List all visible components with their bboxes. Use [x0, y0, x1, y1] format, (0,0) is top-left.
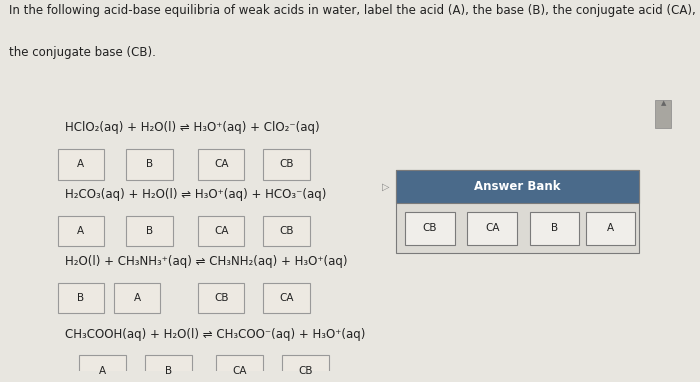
- Text: In the following acid-base equilibria of weak acids in water, label the acid (A): In the following acid-base equilibria of…: [9, 4, 700, 17]
- Text: CA: CA: [279, 293, 294, 303]
- FancyBboxPatch shape: [655, 100, 671, 128]
- Text: ▲: ▲: [661, 100, 666, 106]
- Text: CA: CA: [232, 366, 247, 376]
- FancyBboxPatch shape: [113, 283, 160, 313]
- FancyBboxPatch shape: [395, 170, 638, 203]
- FancyBboxPatch shape: [198, 283, 244, 313]
- FancyBboxPatch shape: [263, 283, 310, 313]
- Text: CA: CA: [485, 223, 499, 233]
- Text: A: A: [134, 293, 141, 303]
- Text: A: A: [78, 226, 85, 236]
- Text: B: B: [164, 366, 172, 376]
- FancyBboxPatch shape: [126, 216, 173, 246]
- Text: Answer Bank: Answer Bank: [474, 180, 560, 193]
- Text: CA: CA: [214, 159, 228, 169]
- Text: CB: CB: [279, 159, 294, 169]
- FancyBboxPatch shape: [395, 170, 638, 253]
- FancyBboxPatch shape: [57, 149, 104, 180]
- Text: A: A: [99, 366, 106, 376]
- Text: CA: CA: [214, 226, 228, 236]
- Text: B: B: [146, 159, 153, 169]
- Text: ▷: ▷: [382, 181, 390, 191]
- Text: A: A: [78, 159, 85, 169]
- Text: H₂O(l) + CH₃NH₃⁺(aq) ⇌ CH₃NH₂(aq) + H₃O⁺(aq): H₂O(l) + CH₃NH₃⁺(aq) ⇌ CH₃NH₂(aq) + H₃O⁺…: [65, 255, 348, 268]
- Text: CB: CB: [214, 293, 228, 303]
- FancyBboxPatch shape: [198, 149, 244, 180]
- FancyBboxPatch shape: [586, 212, 636, 245]
- FancyBboxPatch shape: [145, 355, 192, 382]
- FancyBboxPatch shape: [263, 216, 310, 246]
- FancyBboxPatch shape: [57, 216, 104, 246]
- Text: HClO₂(aq) + H₂O(l) ⇌ H₃O⁺(aq) + ClO₂⁻(aq): HClO₂(aq) + H₂O(l) ⇌ H₃O⁺(aq) + ClO₂⁻(aq…: [65, 121, 320, 134]
- Text: B: B: [78, 293, 85, 303]
- FancyBboxPatch shape: [198, 216, 244, 246]
- FancyBboxPatch shape: [467, 212, 517, 245]
- FancyBboxPatch shape: [216, 355, 263, 382]
- Text: B: B: [146, 226, 153, 236]
- FancyBboxPatch shape: [529, 212, 580, 245]
- Text: CB: CB: [423, 223, 437, 233]
- FancyBboxPatch shape: [263, 149, 310, 180]
- Text: the conjugate base (CB).: the conjugate base (CB).: [9, 46, 156, 59]
- FancyBboxPatch shape: [405, 212, 455, 245]
- Text: CH₃COOH(aq) + H₂O(l) ⇌ CH₃COO⁻(aq) + H₃O⁺(aq): CH₃COOH(aq) + H₂O(l) ⇌ CH₃COO⁻(aq) + H₃O…: [65, 328, 366, 341]
- FancyBboxPatch shape: [282, 355, 328, 382]
- Text: A: A: [607, 223, 614, 233]
- Text: B: B: [551, 223, 558, 233]
- Text: CB: CB: [298, 366, 312, 376]
- Text: CB: CB: [279, 226, 294, 236]
- FancyBboxPatch shape: [57, 283, 104, 313]
- FancyBboxPatch shape: [126, 149, 173, 180]
- Text: H₂CO₃(aq) + H₂O(l) ⇌ H₃O⁺(aq) + HCO₃⁻(aq): H₂CO₃(aq) + H₂O(l) ⇌ H₃O⁺(aq) + HCO₃⁻(aq…: [65, 188, 327, 201]
- FancyBboxPatch shape: [79, 355, 126, 382]
